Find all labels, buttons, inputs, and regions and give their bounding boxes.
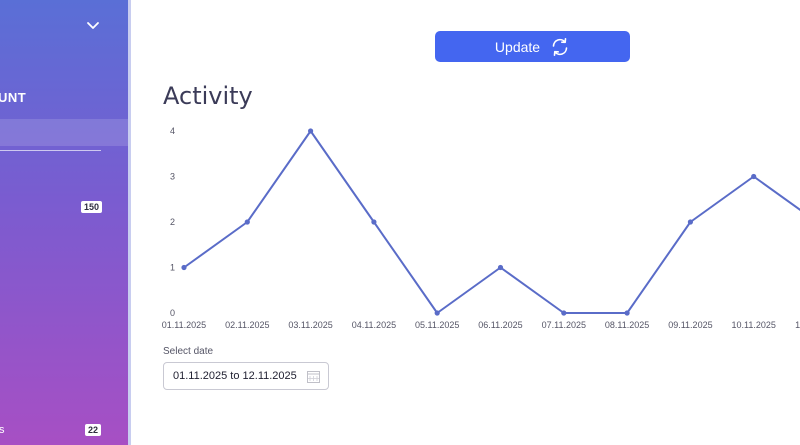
update-button-label: Update xyxy=(494,38,541,55)
x-tick-label: 10.11.2025 xyxy=(732,320,776,330)
x-tick-label: 07.11.2025 xyxy=(542,320,586,330)
chevron-down-icon[interactable] xyxy=(84,17,102,35)
sidebar-count-badge: 150 xyxy=(81,201,103,213)
x-tick-label: 11.11.2025 xyxy=(795,320,800,330)
data-point[interactable] xyxy=(434,310,440,316)
data-point[interactable] xyxy=(751,173,757,180)
sidebar-count-badge: 22 xyxy=(85,424,102,436)
data-point[interactable] xyxy=(497,264,504,271)
y-tick-label: 4 xyxy=(170,126,175,136)
data-point[interactable] xyxy=(308,128,314,134)
x-tick-label: 05.11.2025 xyxy=(415,320,459,330)
date-range-value: 01.11.2025 to 12.11.2025 xyxy=(173,370,297,382)
x-tick-label: 01.11.2025 xyxy=(162,320,206,330)
calendar-icon[interactable] xyxy=(307,370,320,383)
data-point[interactable] xyxy=(624,310,630,316)
date-range-input[interactable]: 01.11.2025 to 12.11.2025 xyxy=(163,362,329,390)
update-button[interactable]: Update xyxy=(435,31,630,62)
data-point[interactable] xyxy=(561,310,567,316)
x-tick-label: 08.11.2025 xyxy=(605,320,649,330)
sidebar-active-item[interactable] xyxy=(0,119,128,146)
sidebar-divider xyxy=(0,150,101,151)
activity-line-chart: 0 1 2 3 4 01.11.2025 02.11.2025 03.11.2025 04.11… xyxy=(162,126,800,330)
x-tick-label: 09.11.2025 xyxy=(668,320,712,330)
data-point[interactable] xyxy=(244,219,250,225)
x-tick-label: 04.11.2025 xyxy=(352,320,396,330)
sidebar-border xyxy=(128,0,131,445)
activity-series-line xyxy=(183,130,800,314)
y-tick-label: 2 xyxy=(170,217,175,227)
date-filter-label: Select date xyxy=(163,346,214,357)
sidebar-account-label[interactable]: UNT xyxy=(0,90,27,105)
data-point[interactable] xyxy=(687,219,694,225)
y-tick-label: 1 xyxy=(170,263,175,273)
data-point[interactable] xyxy=(371,219,377,225)
sidebar: UNT 150 s 22 xyxy=(0,0,128,445)
x-tick-label: 02.11.2025 xyxy=(225,320,269,330)
y-tick-label: 3 xyxy=(170,172,175,182)
y-tick-label: 0 xyxy=(170,308,175,318)
x-tick-label: 06.11.2025 xyxy=(478,320,522,330)
x-tick-label: 03.11.2025 xyxy=(288,320,332,330)
page-title: Activity xyxy=(163,82,253,110)
sidebar-item-label[interactable]: s xyxy=(0,424,5,436)
data-point[interactable] xyxy=(181,264,187,271)
refresh-icon xyxy=(552,37,568,56)
